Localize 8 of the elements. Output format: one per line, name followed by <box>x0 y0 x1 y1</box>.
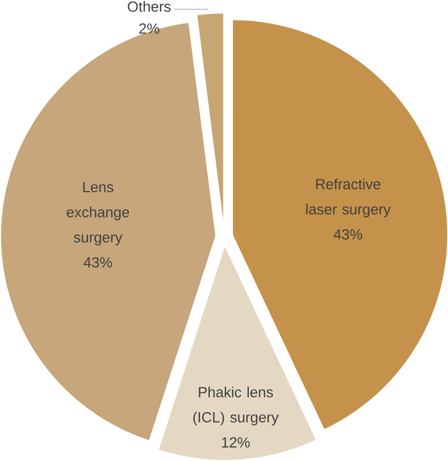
slice-label: Phakic lens (ICL) surgery <box>193 386 279 426</box>
slice-label: Refractive laser surgery <box>306 178 391 218</box>
slice-label: Lens exchange surgery <box>66 182 129 246</box>
slice-label: Others <box>128 1 170 12</box>
data-label: 43% <box>334 229 362 240</box>
data-label: 2% <box>139 23 160 34</box>
data-label: 43% <box>83 257 112 268</box>
data-label: 12% <box>222 437 250 448</box>
